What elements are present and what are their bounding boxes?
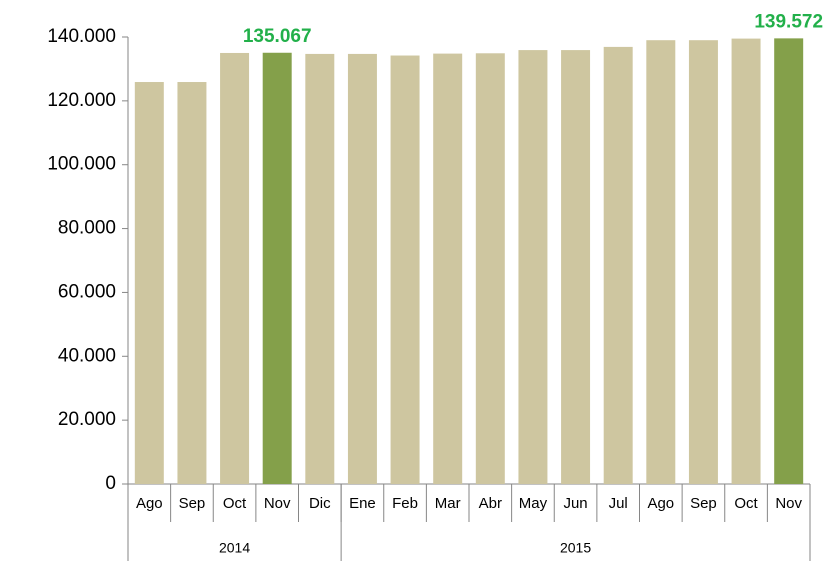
- x-tick-label: Ago: [647, 495, 674, 512]
- y-tick-label: 120.000: [47, 90, 116, 111]
- bar: [262, 52, 292, 484]
- bar: [475, 53, 505, 485]
- bar: [134, 82, 164, 484]
- bar: [731, 38, 761, 484]
- x-tick-label: Oct: [223, 495, 247, 512]
- x-tick-label: May: [519, 495, 548, 512]
- bar: [390, 55, 420, 485]
- y-tick-label: 80.000: [58, 218, 116, 239]
- group-label: 2014: [219, 540, 250, 556]
- bar: [646, 40, 676, 484]
- y-tick-label: 40.000: [58, 345, 116, 366]
- y-tick-label: 100.000: [47, 154, 116, 175]
- x-tick-label: Abr: [479, 495, 502, 512]
- bar: [774, 38, 804, 484]
- bar: [603, 46, 633, 484]
- bar: [561, 50, 591, 485]
- x-tick-label: Jun: [563, 495, 587, 512]
- x-tick-label: Ago: [136, 495, 163, 512]
- x-tick-label: Mar: [435, 495, 461, 512]
- x-tick-label: Sep: [179, 495, 206, 512]
- y-tick-label: 60.000: [58, 281, 116, 302]
- bar: [433, 53, 463, 485]
- bar: [305, 53, 335, 484]
- bar: [688, 40, 718, 484]
- x-tick-label: Ene: [349, 495, 376, 512]
- bar: [347, 53, 377, 484]
- x-tick-label: Sep: [690, 495, 717, 512]
- bar: [220, 52, 250, 484]
- x-tick-label: Feb: [392, 495, 418, 512]
- y-tick-label: 20.000: [58, 409, 116, 430]
- x-tick-label: Jul: [609, 495, 628, 512]
- x-tick-label: Nov: [775, 495, 802, 512]
- y-tick-label: 0: [105, 473, 116, 494]
- group-label: 2015: [560, 540, 591, 556]
- value-label: 135.067: [243, 26, 312, 47]
- x-tick-label: Oct: [734, 495, 758, 512]
- bar: [177, 82, 207, 484]
- y-tick-label: 140.000: [47, 26, 116, 47]
- bar: [518, 50, 548, 485]
- value-label: 139.572: [754, 11, 823, 32]
- x-tick-label: Nov: [264, 495, 291, 512]
- x-tick-label: Dic: [309, 495, 331, 512]
